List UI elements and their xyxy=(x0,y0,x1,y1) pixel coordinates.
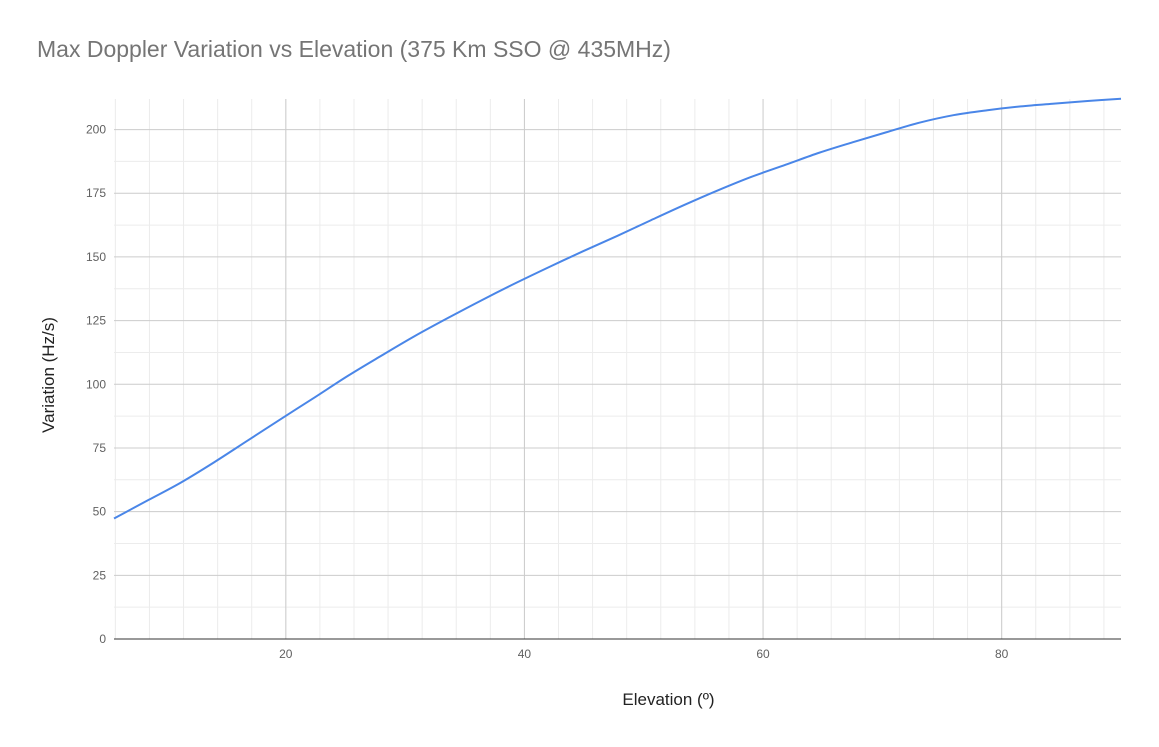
y-axis-title: Variation (Hz/s) xyxy=(39,317,58,433)
x-tick-label: 40 xyxy=(518,647,532,661)
y-tick-label: 200 xyxy=(86,123,106,137)
chart-title: Max Doppler Variation vs Elevation (375 … xyxy=(37,36,671,62)
grid-lines xyxy=(114,99,1121,639)
y-tick-label: 50 xyxy=(93,505,107,519)
y-tick-label: 125 xyxy=(86,314,106,328)
y-tick-label: 150 xyxy=(86,250,106,264)
y-tick-label: 75 xyxy=(93,441,107,455)
y-tick-label: 25 xyxy=(93,568,107,582)
y-tick-label: 175 xyxy=(86,186,106,200)
y-tick-label: 100 xyxy=(86,377,106,391)
x-tick-label: 60 xyxy=(756,647,770,661)
series-line xyxy=(113,97,1122,520)
x-axis-title: Elevation (º) xyxy=(622,690,714,709)
x-tick-label: 20 xyxy=(279,647,293,661)
y-tick-label: 0 xyxy=(99,632,106,646)
x-tick-label: 80 xyxy=(995,647,1009,661)
